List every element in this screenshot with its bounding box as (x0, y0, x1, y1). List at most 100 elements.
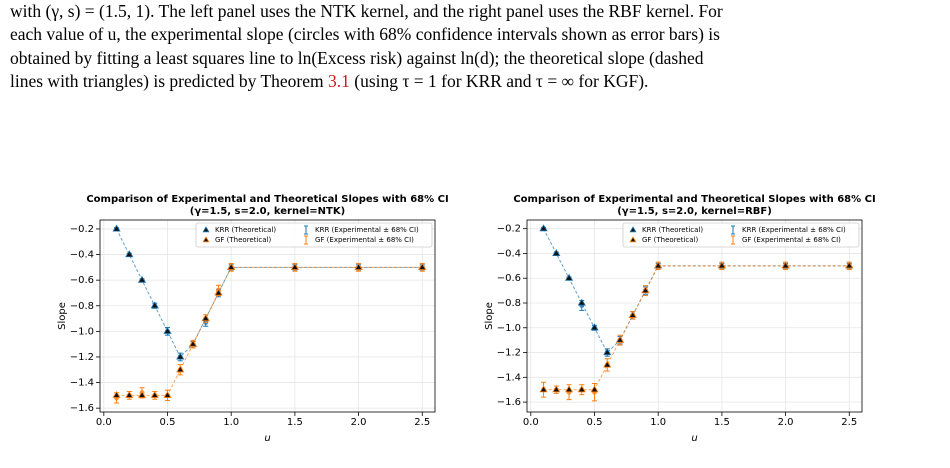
triangle-marker (137, 390, 147, 398)
x-tick-label: 2.5 (841, 417, 857, 428)
y-tick-label: −0.8 (70, 301, 94, 312)
text-line: each value of u, the experimental slope … (10, 24, 720, 45)
triangle-marker (112, 224, 121, 232)
triangle-marker (214, 288, 223, 296)
text-line: lines with triangles) is predicted by Th… (10, 70, 945, 93)
legend-label: GF (Theoretical) (642, 236, 699, 244)
axes-frame (526, 219, 863, 413)
triangle-marker (176, 365, 185, 373)
triangle-marker (564, 385, 574, 393)
triangle-marker (227, 262, 236, 270)
triangle-marker (176, 352, 185, 360)
triangle-marker (577, 298, 586, 306)
x-tick-label: 2.0 (778, 417, 794, 428)
triangle-marker (163, 326, 172, 334)
text-line: obtained by fitting a least squares line… (10, 47, 704, 68)
triangle-marker (125, 250, 134, 258)
legend-label: KRR (Theoretical) (642, 226, 703, 234)
legend-box (622, 222, 860, 248)
x-axis-label: u (264, 433, 270, 444)
triangle-marker (188, 339, 198, 347)
triangle-marker (552, 385, 561, 393)
x-tick-label: 2.0 (351, 417, 367, 428)
y-tick-label: −1.6 (497, 397, 521, 408)
theorem-ref[interactable]: 3.1 (328, 70, 350, 91)
triangle-marker (590, 385, 599, 393)
y-tick-label: −0.6 (70, 275, 94, 286)
x-tick-label: 0.5 (160, 417, 176, 428)
triangle-marker (641, 286, 650, 294)
x-tick-label: 0.0 (523, 417, 539, 428)
x-tick-label: 1.0 (650, 417, 666, 428)
text-span: lines with triangles) is predicted by Th… (10, 70, 324, 91)
legend-label: KRR (Experimental ± 68% CI) (315, 226, 419, 234)
x-tick-label: 1.0 (223, 417, 239, 428)
chart-title: Comparison of Experimental and Theoretic… (86, 194, 448, 205)
triangle-marker (781, 261, 790, 269)
x-tick-label: 1.5 (287, 417, 303, 428)
triangle-marker (590, 323, 599, 331)
legend-label: GF (Theoretical) (215, 236, 272, 244)
triangle-marker (539, 385, 548, 393)
triangle-marker (603, 348, 612, 356)
triangle-marker (201, 314, 210, 322)
legend-swatch (629, 236, 637, 243)
y-tick-label: −1.0 (497, 323, 521, 334)
triangle-marker (354, 262, 363, 270)
x-axis-label: u (691, 433, 697, 444)
legend-label: GF (Experimental ± 68% CI) (315, 236, 414, 244)
y-axis-label: Slope (57, 302, 68, 330)
chart-subtitle: (γ=1.5, s=2.0, kernel=NTK) (190, 206, 345, 217)
triangle-marker (137, 275, 147, 283)
x-tick-label: 0.5 (587, 417, 603, 428)
triangle-marker (163, 390, 172, 398)
triangle-marker (628, 310, 637, 318)
triangle-marker (125, 390, 134, 398)
legend-label: GF (Experimental ± 68% CI) (742, 236, 841, 244)
y-tick-label: −0.2 (70, 224, 94, 235)
triangle-marker (539, 224, 548, 232)
triangle-marker (564, 273, 574, 281)
y-tick-label: −1.0 (70, 326, 94, 337)
triangle-marker (290, 262, 300, 270)
triangle-marker (150, 390, 159, 398)
triangle-marker (654, 261, 663, 269)
triangle-marker (717, 261, 727, 269)
y-axis-label: Slope (484, 302, 495, 330)
chart-subtitle: (γ=1.5, s=2.0, kernel=RBF) (617, 206, 772, 217)
legend-swatch (202, 226, 210, 233)
y-tick-label: −0.2 (497, 224, 521, 235)
chart-title: Comparison of Experimental and Theoretic… (513, 194, 875, 205)
legend-swatch (629, 226, 637, 233)
y-tick-label: −1.4 (70, 378, 94, 389)
triangle-marker (577, 385, 586, 393)
y-tick-label: −0.4 (497, 248, 521, 259)
y-tick-label: −1.6 (70, 403, 94, 414)
triangle-marker (112, 390, 121, 398)
triangle-marker (615, 335, 625, 343)
x-tick-label: 1.5 (714, 417, 730, 428)
y-tick-label: −0.6 (497, 273, 521, 284)
text-span: (using τ = 1 for KRR and τ = ∞ for KGF). (354, 70, 649, 91)
theory-line (116, 228, 423, 358)
triangle-marker (150, 301, 159, 309)
triangle-marker (603, 360, 612, 368)
triangle-marker (552, 249, 561, 257)
legend-label: KRR (Experimental ± 68% CI) (742, 226, 846, 234)
text-line: with (γ, s) = (1.5, 1). The left panel u… (10, 1, 723, 21)
legend-box (195, 222, 433, 248)
legend-label: KRR (Theoretical) (215, 226, 276, 234)
triangle-marker (418, 262, 427, 270)
legend-swatch (202, 236, 210, 243)
x-tick-label: 2.5 (414, 417, 430, 428)
x-tick-label: 0.0 (96, 417, 112, 428)
y-tick-label: −0.4 (70, 250, 94, 261)
y-tick-label: −0.8 (497, 298, 521, 309)
paragraph: with (γ, s) = (1.5, 1). The left panel u… (10, 0, 945, 93)
y-tick-label: −1.4 (497, 372, 521, 383)
y-tick-label: −1.2 (70, 352, 94, 363)
axes-frame (99, 219, 436, 413)
y-tick-label: −1.2 (497, 348, 521, 359)
